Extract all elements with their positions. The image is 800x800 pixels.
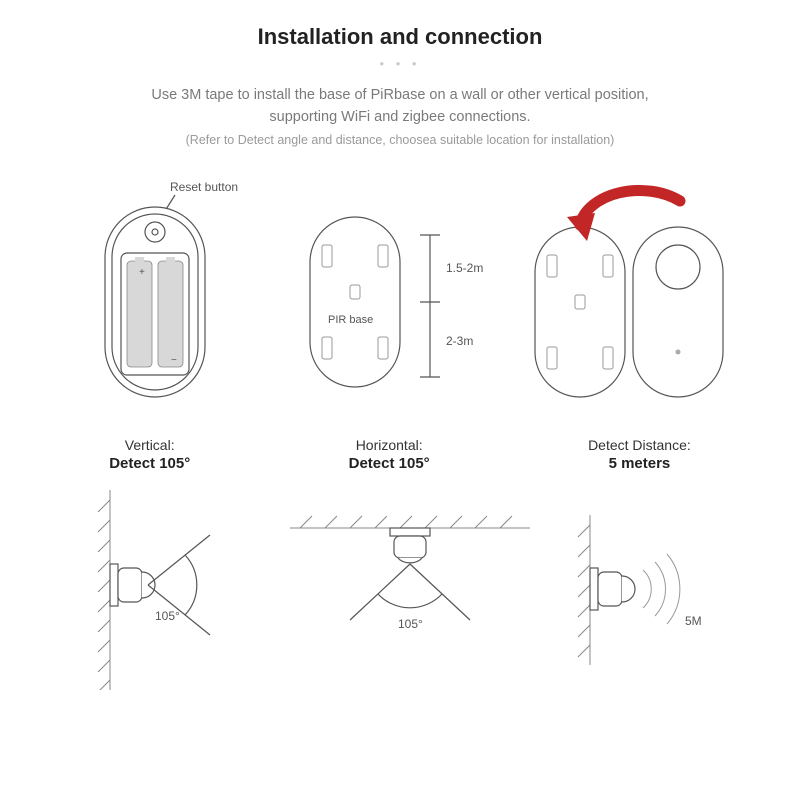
distance-label: 5M <box>685 614 702 628</box>
spec-horizontal-value: Detect 105° <box>349 455 430 472</box>
detect-distance-diagram: 5M <box>555 490 775 690</box>
description-main: Use 3M tape to install the base of PiRba… <box>0 85 800 129</box>
spec-horizontal-label: Horizontal: <box>349 437 430 453</box>
vertical-angle-diagram: 105° <box>40 490 280 690</box>
svg-text:+: + <box>139 267 145 278</box>
device-back-diagram: Reset button + − <box>55 177 295 427</box>
specs-row: Vertical: Detect 105° Horizontal: Detect… <box>0 437 800 472</box>
reset-button-label: Reset button <box>170 180 238 194</box>
page-title: Installation and connection <box>0 0 800 50</box>
assembly-diagram <box>505 177 765 427</box>
desc-line2: supporting WiFi and zigbee connections. <box>269 109 530 125</box>
spec-distance: Detect Distance: 5 meters <box>588 437 691 472</box>
pir-base-diagram: PIR base 1.5-2m 2-3m <box>290 177 520 427</box>
height-bottom-label: 2-3m <box>446 334 473 348</box>
spec-vertical: Vertical: Detect 105° <box>109 437 190 472</box>
spec-horizontal: Horizontal: Detect 105° <box>349 437 430 472</box>
spec-vertical-label: Vertical: <box>109 437 190 453</box>
spec-distance-label: Detect Distance: <box>588 437 691 453</box>
detection-diagrams-row: 105° 105° <box>0 490 800 690</box>
device-illustrations-row: Reset button + − P <box>0 177 800 427</box>
decorative-dots: • • • <box>0 56 800 71</box>
description-sub: (Refer to Detect angle and distance, cho… <box>0 133 800 147</box>
spec-distance-value: 5 meters <box>588 455 691 472</box>
vertical-angle-label: 105° <box>155 609 180 623</box>
height-top-label: 1.5-2m <box>446 261 483 275</box>
spec-vertical-value: Detect 105° <box>109 455 190 472</box>
svg-text:−: − <box>171 355 177 366</box>
horizontal-angle-diagram: 105° <box>280 490 540 690</box>
pir-base-label: PIR base <box>328 314 373 326</box>
horizontal-angle-label: 105° <box>398 617 423 631</box>
desc-line1: Use 3M tape to install the base of PiRba… <box>151 87 648 103</box>
